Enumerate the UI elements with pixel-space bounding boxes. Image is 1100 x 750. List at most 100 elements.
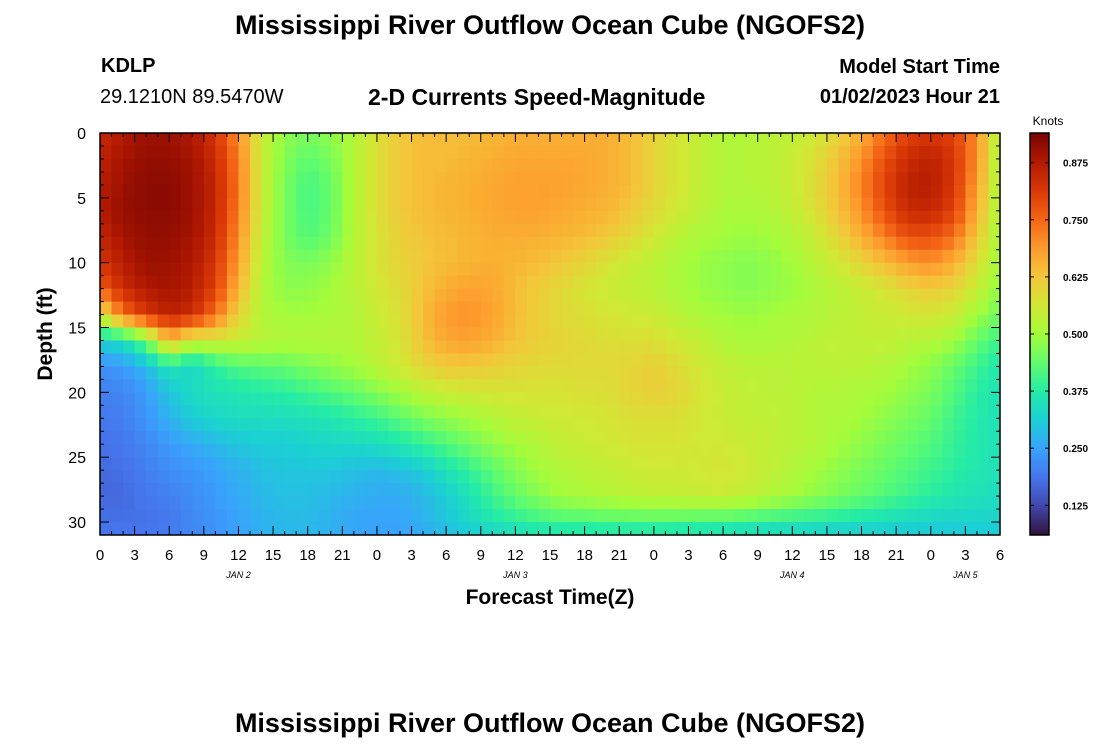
heatmap-cell: [515, 496, 528, 510]
heatmap-cell: [503, 366, 516, 380]
heatmap-cell: [711, 353, 724, 368]
heatmap-cell: [561, 158, 574, 173]
heatmap-cell: [850, 171, 863, 186]
heatmap-cell: [792, 405, 805, 419]
heatmap-cell: [226, 457, 240, 471]
heatmap-cell: [596, 197, 609, 212]
heatmap-cell: [642, 418, 655, 432]
heatmap-cell: [642, 483, 655, 497]
heatmap-cell: [515, 262, 528, 277]
heatmap-cell: [988, 133, 1000, 147]
heatmap-cell: [584, 262, 597, 277]
heatmap-cell: [988, 327, 1000, 342]
heatmap-cell: [123, 496, 136, 510]
heatmap-cell: [838, 236, 851, 251]
heatmap-cell: [376, 301, 390, 316]
heatmap-cell: [492, 210, 505, 225]
heatmap-cell: [400, 509, 413, 523]
heatmap-cell: [573, 262, 586, 277]
heatmap-cell: [826, 327, 840, 342]
heatmap-cell: [492, 288, 505, 303]
heatmap-cell: [861, 249, 874, 264]
heatmap-cell: [215, 145, 228, 160]
heatmap-cell: [850, 418, 863, 432]
heatmap-cell: [619, 275, 632, 290]
heatmap-cell: [250, 366, 263, 380]
heatmap-cell: [342, 379, 355, 393]
heatmap-cell: [457, 314, 470, 329]
heatmap-cell: [169, 392, 182, 406]
heatmap-cell: [976, 145, 990, 160]
heatmap-cell: [584, 340, 597, 355]
heatmap-cell: [457, 470, 470, 484]
heatmap-cell: [446, 483, 459, 497]
heatmap-cell: [169, 496, 182, 510]
heatmap-cell: [342, 496, 355, 510]
heatmap-cell: [503, 275, 516, 290]
heatmap-cell: [826, 145, 840, 160]
heatmap-cell: [411, 431, 424, 445]
heatmap-cell: [688, 353, 701, 368]
heatmap-cell: [434, 288, 447, 303]
heatmap-cell: [215, 418, 228, 432]
heatmap-cell: [411, 262, 424, 277]
heatmap-cell: [607, 496, 620, 510]
heatmap-cell: [976, 522, 990, 535]
heatmap-cell: [769, 366, 782, 380]
heatmap-cell: [642, 197, 655, 212]
heatmap-cell: [803, 340, 816, 355]
heatmap-cell: [746, 353, 759, 368]
heatmap-cell: [365, 392, 378, 406]
heatmap-cell: [180, 405, 193, 419]
heatmap-cell: [169, 210, 182, 225]
heatmap-cell: [907, 522, 920, 535]
heatmap-cell: [850, 470, 863, 484]
heatmap-cell: [919, 418, 932, 432]
heatmap-cell: [861, 457, 874, 471]
heatmap-cell: [896, 288, 909, 303]
heatmap-cell: [215, 522, 228, 535]
heatmap-cell: [573, 314, 586, 329]
heatmap-cell: [826, 340, 840, 355]
heatmap-cell: [965, 301, 978, 316]
heatmap-cell: [988, 483, 1000, 497]
heatmap-cell: [746, 405, 759, 419]
heatmap-cell: [111, 171, 124, 186]
heatmap-cell: [838, 288, 851, 303]
heatmap-cell: [319, 496, 332, 510]
heatmap-cell: [457, 366, 470, 380]
x-tick-label: 6: [165, 547, 173, 564]
heatmap-cell: [273, 444, 286, 458]
heatmap-cell: [826, 522, 840, 535]
heatmap-cell: [342, 249, 355, 264]
heatmap-cell: [665, 158, 678, 173]
heatmap-cell: [550, 275, 563, 290]
heatmap-cell: [826, 496, 840, 510]
heatmap-cell: [319, 249, 332, 264]
heatmap-cell: [907, 133, 920, 147]
heatmap-cell: [942, 431, 955, 445]
heatmap-cell: [711, 145, 724, 160]
heatmap-cell: [561, 249, 574, 264]
heatmap-cell: [423, 327, 436, 342]
heatmap-cell: [319, 158, 332, 173]
heatmap-cell: [815, 522, 828, 535]
heatmap-cell: [146, 470, 159, 484]
heatmap-cell: [446, 262, 459, 277]
heatmap-cell: [630, 444, 643, 458]
heatmap-cell: [169, 158, 182, 173]
heatmap-cell: [307, 522, 320, 535]
heatmap-cell: [769, 158, 782, 173]
heatmap-cell: [838, 483, 851, 497]
heatmap-cell: [838, 340, 851, 355]
heatmap-cell: [250, 418, 263, 432]
heatmap-cell: [365, 327, 378, 342]
heatmap-cell: [457, 158, 470, 173]
heatmap-cell: [330, 158, 343, 173]
heatmap-cell: [238, 457, 251, 471]
heatmap-cell: [111, 133, 124, 147]
heatmap-cell: [353, 340, 366, 355]
colorbar: Knots 0.1250.2500.3750.5000.6250.7500.87…: [1029, 114, 1088, 536]
heatmap-cell: [976, 431, 990, 445]
heatmap-cell: [873, 418, 886, 432]
